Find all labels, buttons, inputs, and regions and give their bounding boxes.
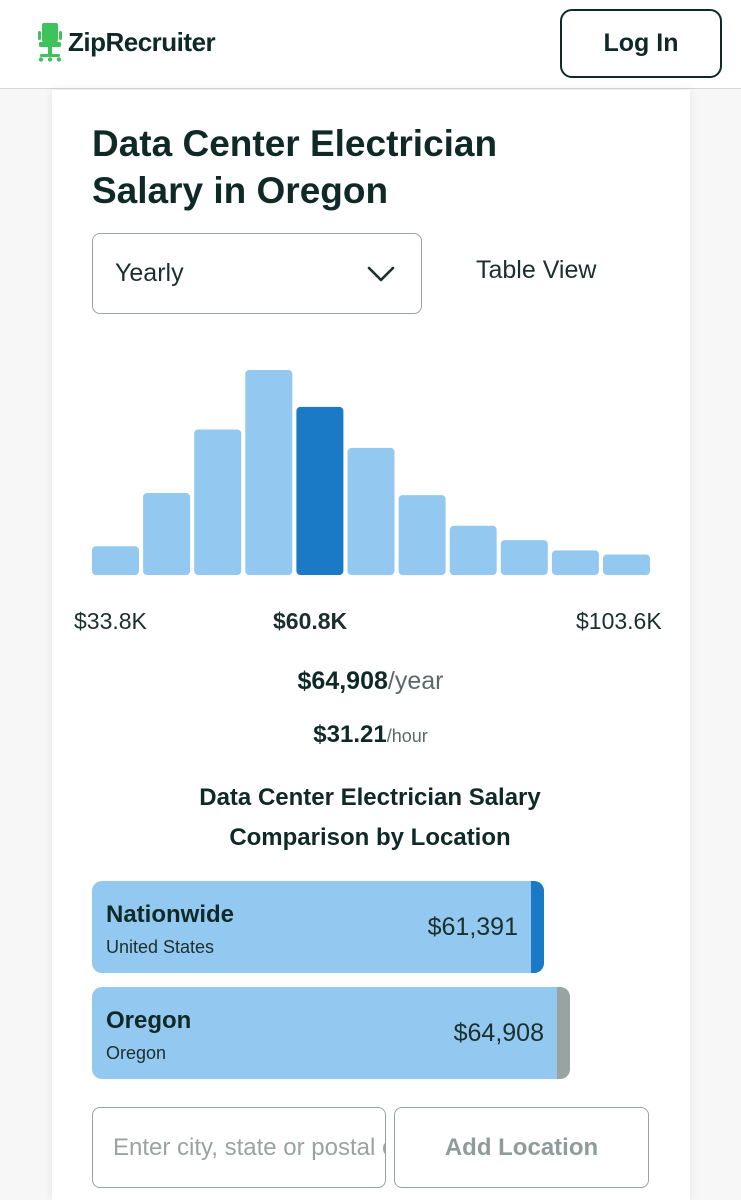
location-name: Oregon xyxy=(106,1007,192,1034)
histogram-bar[interactable] xyxy=(143,493,191,575)
hourly-amount: $31.21 xyxy=(313,721,387,748)
location-salary: $61,391 xyxy=(427,913,518,941)
login-button[interactable]: Log In xyxy=(560,9,722,78)
histogram-bar-median[interactable] xyxy=(296,406,344,575)
bar-edge-marker xyxy=(557,987,570,1079)
x-tick-min: $33.8K xyxy=(74,608,147,634)
comparison-row-oregon: Oregon Oregon $64,908 xyxy=(92,987,570,1079)
location-input[interactable] xyxy=(92,1107,386,1188)
histogram-bar[interactable] xyxy=(449,525,497,575)
x-tick-median: $60.8K xyxy=(273,608,348,634)
histogram-bar[interactable] xyxy=(603,554,650,576)
logo-text: ZipRecruiter xyxy=(68,26,216,57)
location-name: Nationwide xyxy=(106,901,235,928)
page-title: Data Center Electrician Salary in Oregon xyxy=(92,123,498,211)
histogram-bar[interactable] xyxy=(398,495,446,576)
salary-histogram xyxy=(92,370,650,576)
histogram-bar[interactable] xyxy=(92,546,139,575)
comparison-title: Data Center Electrician Salary Compariso… xyxy=(199,784,541,851)
period-select[interactable]: Yearly xyxy=(92,233,422,314)
histogram-bar[interactable] xyxy=(245,370,293,575)
period-select-value: Yearly xyxy=(115,259,184,287)
histogram-bar[interactable] xyxy=(347,447,395,575)
bar-edge-marker xyxy=(531,881,544,973)
chevron-down-icon xyxy=(367,266,395,282)
histogram-bar[interactable] xyxy=(500,540,548,575)
location-sub: Oregon xyxy=(106,1043,167,1063)
location-sub: United States xyxy=(106,937,215,957)
ziprecruiter-logo[interactable]: ZipRecruiter xyxy=(36,22,216,62)
hourly-unit: /hour xyxy=(386,726,428,746)
histogram-bar[interactable] xyxy=(194,429,242,576)
yearly-unit: /year xyxy=(387,667,444,695)
table-view-link[interactable]: Table View xyxy=(476,256,597,284)
office-chair-icon xyxy=(38,23,62,62)
yearly-amount: $64,908 xyxy=(297,667,388,695)
location-salary: $64,908 xyxy=(453,1019,544,1047)
hourly-salary: $31.21/hour xyxy=(0,721,741,749)
x-tick-max: $103.6K xyxy=(576,608,662,634)
histogram-bar[interactable] xyxy=(551,550,599,575)
comparison-row-nationwide: Nationwide United States $61,391 xyxy=(92,881,544,973)
site-header: ZipRecruiter Log In xyxy=(0,0,741,89)
yearly-salary: $64,908/year xyxy=(0,667,741,696)
add-location-button[interactable]: Add Location xyxy=(394,1107,649,1188)
